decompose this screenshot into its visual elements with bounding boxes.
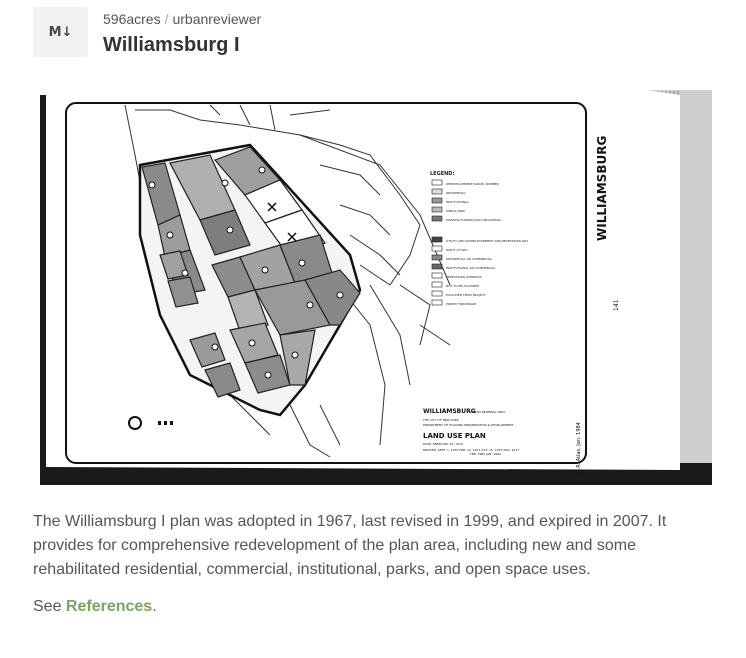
title-block-date: DATE: FEBRUARY 15, 1970: [423, 442, 463, 446]
legend-item: UTILITY AND WATER EASEMENT AND PEDESTRIA…: [446, 239, 528, 243]
page-header: M↓ 596acres / urbanreviewer Williamsburg I: [33, 7, 261, 57]
legend-title: LEGEND:: [430, 171, 454, 177]
legend-item: RESIDENTIAL: [446, 191, 466, 195]
map-title-block: WILLIAMSBURG URBAN RENEWAL AREA THE CITY…: [422, 408, 519, 456]
title-block: 596acres / urbanreviewer Williamsburg I: [103, 7, 261, 57]
breadcrumb-repo-link[interactable]: urbanreviewer: [172, 11, 262, 27]
title-block-department: DEPARTMENT OF HOUSING PRESERVATION & DEV…: [423, 423, 514, 427]
title-block-revised: REVISED: SEPT. 1, 1970 FEB. 12, 1971 OCT…: [423, 448, 519, 452]
see-references: See References.: [33, 595, 157, 619]
scan-left-edge: [40, 95, 46, 467]
map-side-note: U.R. Atlas, Jan. 1984: [576, 422, 582, 473]
map-page-number: 141: [613, 299, 620, 311]
scale-bar: [158, 421, 173, 425]
legend-item: INSTITUTIONAL: [446, 200, 469, 204]
land-use-plan-map: LEGEND: REDEVELOPMENT PARCEL NUMBER RESI…: [40, 89, 712, 485]
legend-item: RIGHT OF WAY: [446, 248, 468, 252]
north-arrow-icon: [128, 416, 142, 430]
breadcrumb-separator: /: [164, 11, 169, 27]
legend-swatches: [431, 179, 443, 306]
legend-item: MANUFACTURING/LIGHT INDUSTRIAL: [446, 218, 502, 222]
see-prefix: See: [33, 598, 66, 615]
references-link[interactable]: References: [65, 598, 153, 615]
legend-item: NOT TO BE ACQUIRED: [446, 284, 480, 288]
parcel-blocks: [141, 146, 361, 398]
title-block-revised-2: FEB. 1980 JAN. 1984: [470, 452, 501, 456]
scan-page: [46, 89, 680, 470]
title-block-agency: THE CITY OF NEW YORK: [422, 418, 460, 422]
title-block-plan: LAND USE PLAN: [423, 432, 486, 440]
breadcrumb: 596acres / urbanreviewer: [103, 10, 261, 28]
legend-item: PUBLIC PARK: [446, 209, 466, 213]
legend-item: RESIDENTIAL OR COMMERCIAL: [446, 257, 493, 261]
breadcrumb-org-link[interactable]: 596acres: [103, 11, 161, 27]
title-block-name: WILLIAMSBURG: [423, 408, 476, 415]
legend-item: PROJECT BOUNDARY: [446, 302, 477, 306]
legend-item: EXCLUDED FROM PROJECT: [446, 293, 486, 297]
map-frame: [65, 102, 587, 464]
map-side-title: WILLIAMSBURG: [595, 136, 609, 241]
page-title: Williamsburg I: [103, 34, 240, 56]
legend-item: PEDESTRIAN OVERPASS: [446, 275, 482, 279]
legend-item: REDEVELOPMENT PARCEL NUMBER: [446, 182, 499, 186]
title-block-subtitle: URBAN RENEWAL AREA: [470, 410, 506, 414]
legend-item: INSTITUTIONAL OR COMMERCIAL: [446, 266, 496, 270]
markdown-logo-icon[interactable]: M↓: [33, 7, 88, 57]
legend: LEGEND: REDEVELOPMENT PARCEL NUMBER RESI…: [430, 171, 528, 306]
not-acquired-marks: [267, 202, 297, 242]
plan-description: The Williamsburg I plan was adopted in 1…: [33, 513, 667, 578]
parcel-markers: [148, 166, 344, 379]
see-suffix: .: [152, 598, 157, 615]
